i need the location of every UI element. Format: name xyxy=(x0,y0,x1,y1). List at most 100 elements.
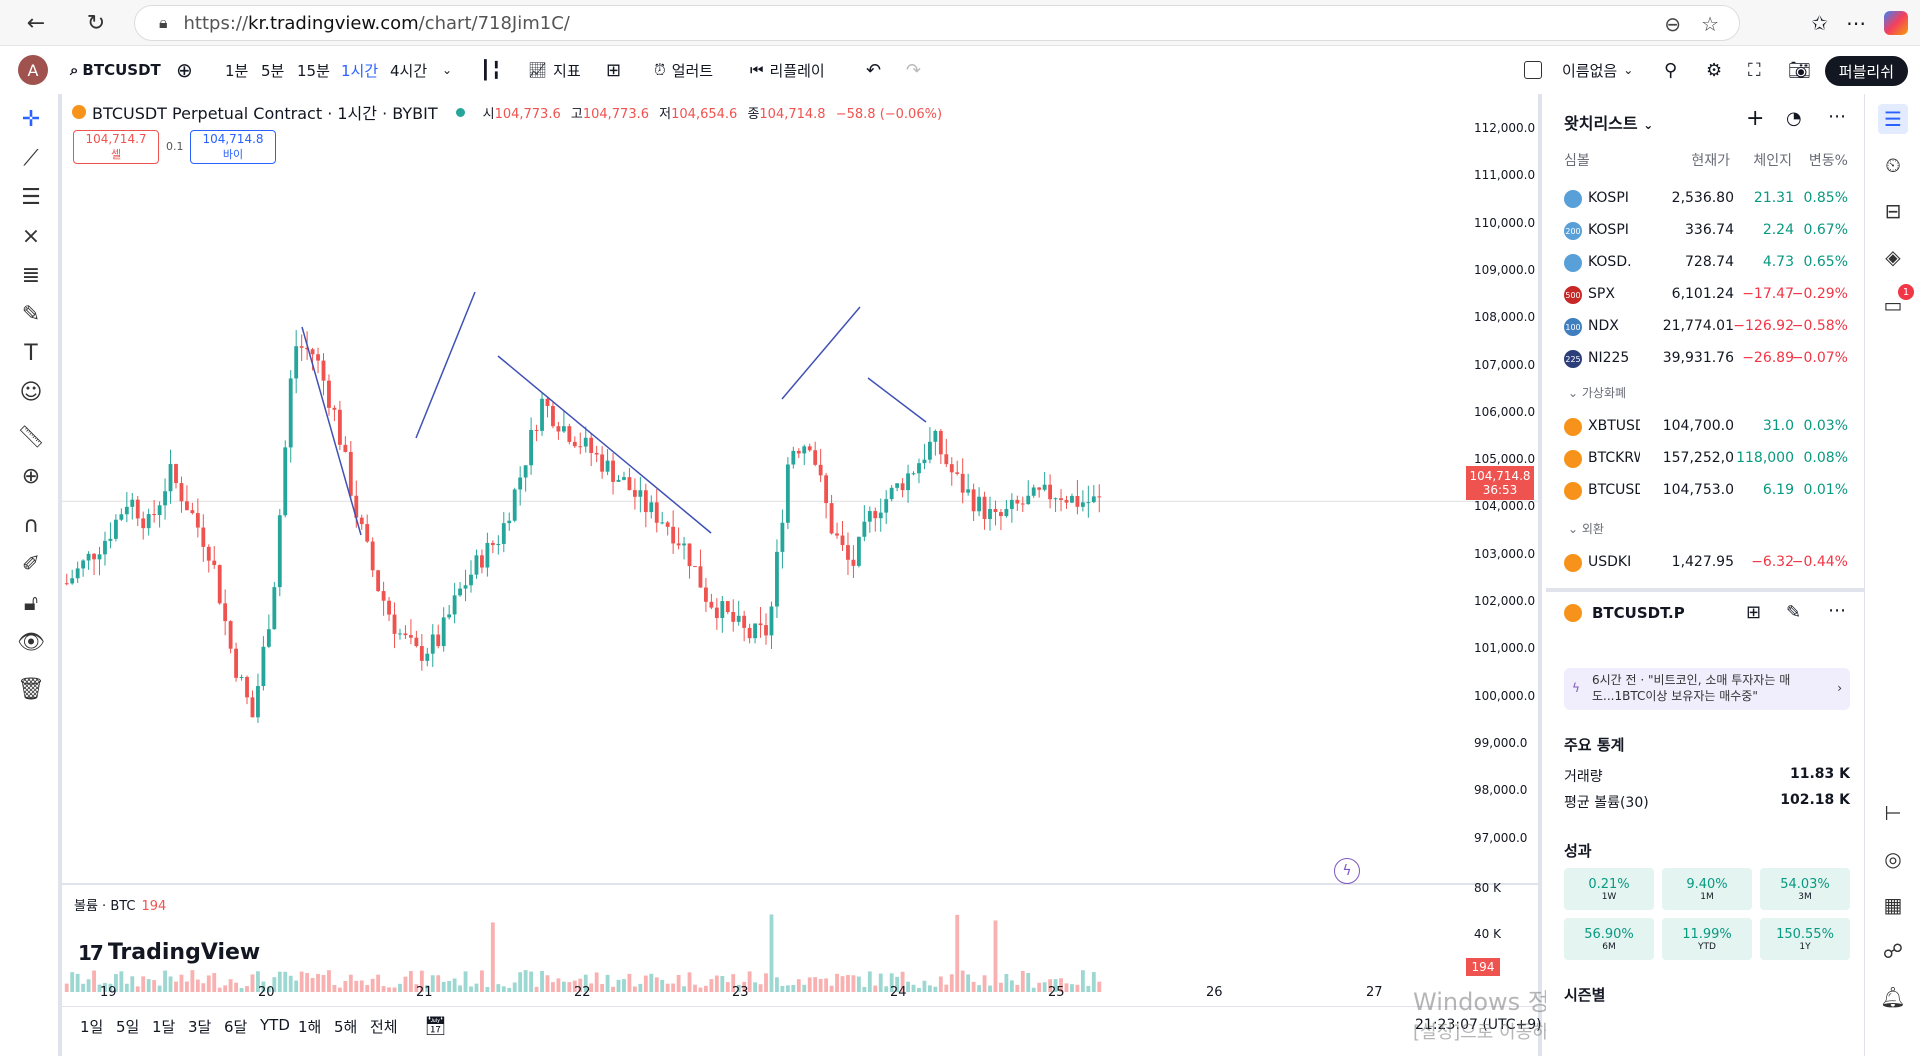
calendar-goto-icon[interactable]: 📅︎ xyxy=(424,1016,447,1037)
notifications-bell-icon[interactable]: 🔔︎ xyxy=(1880,985,1906,1009)
more-icon[interactable]: ⋯ xyxy=(1846,11,1866,35)
range-button[interactable]: 1달 xyxy=(152,1018,176,1036)
emoji-icon[interactable]: ☺ xyxy=(19,379,43,405)
detail-symbol[interactable]: BTCUSDT.P xyxy=(1592,604,1685,622)
pattern-icon[interactable]: ⨯ xyxy=(21,223,41,249)
performance-cell[interactable]: 9.40% 1M xyxy=(1662,868,1752,910)
symbol-search-button[interactable]: ⌕ BTCUSDT xyxy=(70,50,161,90)
publish-button[interactable]: 퍼블리쉬 xyxy=(1824,56,1908,86)
settings-gear-icon[interactable]: ⚙ xyxy=(1706,59,1723,81)
interval-15m[interactable]: 15분 xyxy=(297,61,330,80)
fib-lines-icon[interactable]: ☰ xyxy=(21,184,41,210)
quick-search-icon[interactable]: ⚲ xyxy=(1664,59,1678,81)
crosshair-icon[interactable]: ✛ xyxy=(21,106,41,132)
column-symbol[interactable]: 심볼 xyxy=(1564,153,1590,169)
magnet-icon[interactable]: ∩ xyxy=(22,512,40,538)
ruler-icon[interactable]: 📏︎ xyxy=(17,424,45,450)
candle-type-icon[interactable]: ┃╏ xyxy=(480,59,502,81)
watchlist-row[interactable]: XBTUSD 104,700.0 31.0 0.03% xyxy=(1546,410,1864,442)
copilot-icon[interactable] xyxy=(1884,11,1908,35)
object-tree-icon[interactable]: ⊟ xyxy=(1884,199,1902,223)
performance-cell[interactable]: 0.21% 1W xyxy=(1564,868,1654,910)
redo-icon[interactable]: ↷ xyxy=(906,59,922,81)
performance-cell[interactable]: 11.99% YTD xyxy=(1662,918,1752,960)
layers-icon[interactable]: ◈ xyxy=(1885,245,1901,269)
range-button[interactable]: YTD xyxy=(260,1016,290,1034)
range-button[interactable]: 전체 xyxy=(370,1018,398,1036)
fullscreen-icon[interactable]: ⛶ xyxy=(1748,59,1761,81)
section-crypto[interactable]: ⌄ 가상화폐 xyxy=(1568,384,1626,401)
range-button[interactable]: 1일 xyxy=(80,1018,104,1036)
advanced-view-icon[interactable]: ◔ xyxy=(1786,108,1802,129)
performance-cell[interactable]: 54.03% 3M xyxy=(1760,868,1850,910)
watchlist-row[interactable]: 100 NDX 21,774.01 −126.92 −0.58% xyxy=(1546,310,1864,342)
camera-icon[interactable]: 📷︎ xyxy=(1788,59,1811,81)
watchlist-row[interactable]: KOSD. 728.74 4.73 0.65% xyxy=(1546,246,1864,278)
news-card[interactable]: ϟ 6시간 전 · "비트코인, 소매 투자자는 매도...1BTC이상 보유자… xyxy=(1564,668,1850,710)
chat-icon[interactable]: ▭ 1 xyxy=(1878,284,1914,320)
buy-button[interactable]: 104,714.8 바이 xyxy=(190,130,276,164)
eye-icon[interactable]: 👁︎ xyxy=(17,629,45,655)
community-icon[interactable]: ☍ xyxy=(1882,939,1904,963)
address-bar[interactable]: 🔒︎ https://kr.tradingview.com/chart/718J… xyxy=(134,5,1740,41)
alerts-clock-icon[interactable]: ⏲ xyxy=(1885,153,1901,177)
sell-button[interactable]: 104,714.7 셀 xyxy=(73,130,159,164)
trend-line-icon[interactable]: ⟋ xyxy=(23,145,39,171)
back-icon[interactable]: ← xyxy=(26,10,46,36)
edit-icon[interactable]: ✎ xyxy=(1786,602,1802,623)
trash-icon[interactable]: 🗑︎ xyxy=(17,676,45,702)
interval-dropdown-icon[interactable]: ⌄ xyxy=(442,63,453,77)
interval-5m[interactable]: 5분 xyxy=(261,61,285,80)
watchlist-title[interactable]: 왓치리스트 ⌄ xyxy=(1564,110,1653,134)
interval-1m[interactable]: 1분 xyxy=(225,61,249,80)
text-icon[interactable]: T xyxy=(24,340,38,366)
avatar[interactable]: A xyxy=(18,55,48,85)
indicators-button[interactable]: 📈︎ 지표 xyxy=(528,50,581,90)
zoom-icon[interactable]: ⊖ xyxy=(1664,12,1682,36)
performance-cell[interactable]: 56.90% 6M xyxy=(1564,918,1654,960)
alerts-button[interactable]: ⏰︎ 얼러트 xyxy=(654,50,713,90)
range-button[interactable]: 5해 xyxy=(334,1018,358,1036)
column-change-pct[interactable]: 변동% xyxy=(1808,153,1848,169)
price-chart[interactable] xyxy=(62,94,1538,994)
replay-button[interactable]: ⏮︎ 리플레이 xyxy=(750,50,825,90)
more-icon[interactable]: ⋯ xyxy=(1828,106,1846,127)
performance-cell[interactable]: 150.55% 1Y xyxy=(1760,918,1850,960)
watchlist-row[interactable]: 500 SPX 6,101.24 −17.47 −0.29% xyxy=(1546,278,1864,310)
lightning-icon[interactable]: ϟ xyxy=(1334,858,1360,884)
trading-panel-icon[interactable]: ⊢ xyxy=(1884,801,1902,825)
interval-1h[interactable]: 1시간 xyxy=(341,61,379,80)
lock-icon[interactable]: 🔓︎ xyxy=(23,590,39,616)
watchlist-row[interactable]: 200 KOSPI 336.74 2.24 0.67% xyxy=(1546,214,1864,246)
range-button[interactable]: 3달 xyxy=(188,1018,212,1036)
column-last[interactable]: 현재가 xyxy=(1691,153,1730,169)
grid-icon[interactable]: ⊞ xyxy=(1746,602,1762,623)
favorites-icon[interactable]: ✩ xyxy=(1811,11,1828,35)
watchlist-row[interactable]: KOSPI 2,536.80 21.31 0.85% xyxy=(1546,182,1864,214)
range-button[interactable]: 5일 xyxy=(116,1018,140,1036)
projection-icon[interactable]: ≣ xyxy=(21,262,41,288)
clock[interactable]: 21:23:07 (UTC+9) xyxy=(1415,1017,1542,1033)
watchlist-icon[interactable]: ☰ xyxy=(1878,104,1908,134)
target-icon[interactable]: ◎ xyxy=(1884,847,1902,871)
zoom-in-icon[interactable]: ⊕ xyxy=(21,463,41,489)
range-button[interactable]: 6달 xyxy=(224,1018,248,1036)
tradingview-logo[interactable]: 17 TradingView xyxy=(78,940,260,965)
chart-area[interactable] xyxy=(62,94,1542,1056)
compare-add-icon[interactable]: ⊕ xyxy=(176,58,193,82)
brush-icon[interactable]: ✎ xyxy=(21,301,41,327)
column-change[interactable]: 체인지 xyxy=(1753,153,1792,169)
section-fx[interactable]: ⌄ 외환 xyxy=(1568,520,1604,537)
watchlist-row[interactable]: USDKI 1,427.95 −6.32 −0.44% xyxy=(1546,546,1864,578)
watchlist-row[interactable]: 225 NI225 39,931.76 −26.89 −0.07% xyxy=(1546,342,1864,374)
range-button[interactable]: 1해 xyxy=(298,1018,322,1036)
lock-drawing-icon[interactable]: ✐ xyxy=(21,551,41,577)
templates-icon[interactable]: ⊞ xyxy=(606,59,622,81)
watchlist-row[interactable]: BTCUSD 104,753.0 6.19 0.01% xyxy=(1546,474,1864,506)
add-symbol-icon[interactable]: + xyxy=(1746,106,1765,131)
favorite-star-icon[interactable]: ☆ xyxy=(1701,12,1719,36)
layout-button[interactable]: 이름없음 ⌄ xyxy=(1524,50,1633,90)
more-icon[interactable]: ⋯ xyxy=(1828,600,1846,621)
undo-icon[interactable]: ↶ xyxy=(866,59,882,81)
